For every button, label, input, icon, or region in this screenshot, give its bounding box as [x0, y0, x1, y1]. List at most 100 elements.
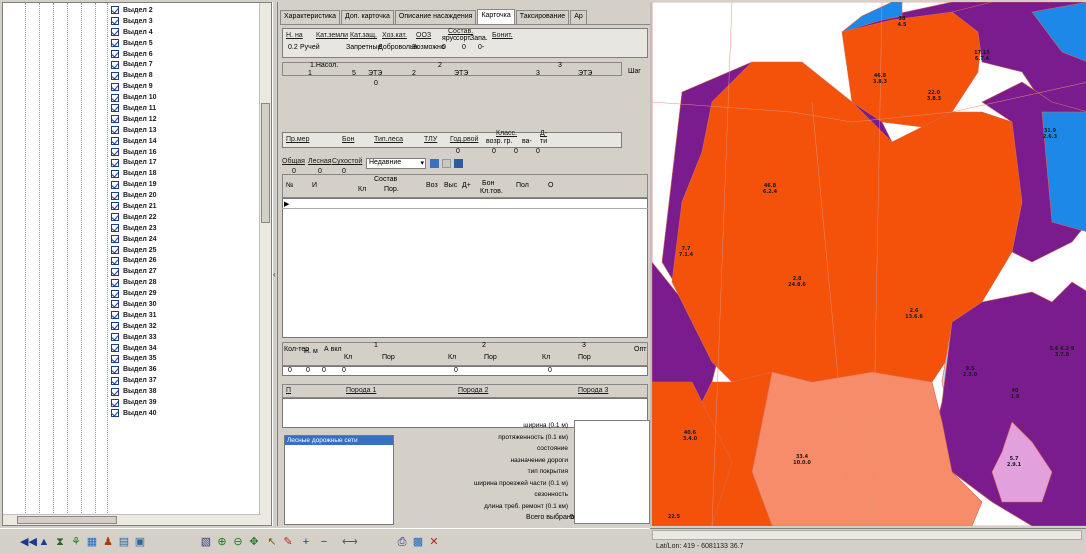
checkbox-icon[interactable] — [111, 60, 119, 69]
tree-item[interactable]: Выдел 37 — [111, 375, 157, 386]
checkbox-icon[interactable] — [111, 28, 119, 37]
checkbox-icon[interactable] — [111, 333, 119, 342]
tree-item[interactable]: Выдел 24 — [111, 234, 157, 245]
forest-map[interactable]: 384.517.156.7.446.83.8.322.03.8.331.92.6… — [652, 2, 1086, 526]
tree-item[interactable]: Выдел 26 — [111, 255, 157, 266]
tree-item[interactable]: Выдел 4 — [111, 27, 157, 38]
tree-item[interactable]: Выдел 36 — [111, 364, 157, 375]
map-horizontal-scrollbar[interactable] — [652, 530, 1082, 540]
tab-card[interactable]: Карточка — [477, 9, 515, 24]
tree-item[interactable]: Выдел 25 — [111, 245, 157, 256]
checkbox-icon[interactable] — [111, 104, 119, 113]
link-year[interactable]: Год.рвой — [450, 136, 479, 143]
tree-item[interactable]: Выдел 38 — [111, 386, 157, 397]
checkbox-icon[interactable] — [111, 246, 119, 255]
tab-taxation[interactable]: Таксирование — [515, 10, 570, 24]
link-bonitet[interactable]: Бонит. — [492, 32, 513, 39]
checkbox-icon[interactable] — [111, 39, 119, 48]
link-bon[interactable]: Бон — [342, 136, 355, 143]
tiers-grid-row[interactable] — [282, 366, 648, 376]
checkbox-icon[interactable] — [111, 158, 119, 167]
copy-icon[interactable] — [430, 159, 439, 168]
checkbox-icon[interactable] — [111, 300, 119, 309]
tree-item[interactable]: Выдел 22 — [111, 212, 157, 223]
tree-item[interactable]: Выдел 12 — [111, 114, 157, 125]
tree-item[interactable]: Выдел 27 — [111, 266, 157, 277]
checkbox-icon[interactable] — [111, 17, 119, 26]
tree-item[interactable]: Выдел 20 — [111, 190, 157, 201]
checkbox-icon[interactable] — [111, 311, 119, 320]
link-economic-category[interactable]: Хоз.кат. — [382, 32, 407, 39]
tree-item[interactable]: Выдел 31 — [111, 310, 157, 321]
checkbox-icon[interactable] — [111, 6, 119, 15]
tree-horizontal-scrollbar[interactable] — [3, 514, 261, 525]
link-ooz[interactable]: ООЗ — [416, 32, 432, 39]
link-total[interactable]: Общая — [282, 158, 305, 165]
parcel-blue-northeast[interactable] — [1031, 2, 1086, 62]
table-view-icon[interactable] — [454, 159, 463, 168]
parcel-pink[interactable] — [991, 421, 1053, 503]
link-forest-type[interactable]: Тип.леса — [374, 136, 403, 143]
pan-icon[interactable]: ✥ — [249, 536, 259, 548]
tree-item[interactable]: Выдел 11 — [111, 103, 157, 114]
paste-icon[interactable] — [442, 159, 451, 168]
link-sample[interactable]: Пр.мер — [286, 136, 310, 143]
layers-icon[interactable]: ▤ — [118, 536, 130, 548]
checkbox-icon[interactable] — [111, 126, 119, 135]
tree-item[interactable]: Выдел 23 — [111, 223, 157, 234]
link-deadwood[interactable]: Сухостой — [332, 158, 363, 165]
tree-item[interactable]: Выдел 5 — [111, 38, 157, 49]
tree-item[interactable]: Выдел 32 — [111, 321, 157, 332]
col-p[interactable]: П — [286, 387, 292, 394]
col-species-2[interactable]: Порода 2 — [458, 387, 489, 394]
link-tlu[interactable]: ТЛУ — [424, 136, 438, 143]
table-icon[interactable]: ▦ — [86, 536, 98, 548]
grid-icon[interactable]: ▣ — [134, 536, 146, 548]
tree-icon[interactable]: ⚘ — [71, 536, 81, 548]
parcel-blue-top[interactable] — [841, 2, 903, 33]
checkbox-icon[interactable] — [111, 365, 119, 374]
print-icon[interactable]: ⎙ — [397, 536, 407, 548]
person-icon[interactable]: ♟ — [103, 536, 113, 548]
link-composition[interactable]: Состав. — [448, 28, 474, 35]
checkbox-icon[interactable] — [111, 50, 119, 58]
checkbox-icon[interactable] — [111, 376, 119, 385]
checkbox-icon[interactable] — [111, 344, 119, 353]
tree-item[interactable]: Выдел 8 — [111, 70, 157, 81]
checkbox-icon[interactable] — [111, 387, 119, 396]
checkbox-icon[interactable] — [111, 278, 119, 287]
checkbox-icon[interactable] — [111, 82, 119, 91]
tree-item[interactable]: Выдел 28 — [111, 277, 157, 288]
listbox-item-selected[interactable]: Лесные дорожные сети — [285, 436, 393, 445]
checkbox-icon[interactable] — [111, 267, 119, 276]
recent-select[interactable]: Недавние ▾ — [366, 158, 426, 169]
tab-ar[interactable]: Ар — [570, 10, 587, 24]
zoom-in-icon[interactable]: ⊕ — [217, 536, 227, 548]
checkbox-icon[interactable] — [111, 256, 119, 265]
tab-extra-card[interactable]: Доп. карточка — [341, 10, 394, 24]
delete-icon[interactable]: − — [320, 536, 328, 548]
tree-item[interactable]: Выдел 10 — [111, 92, 157, 103]
tree-item[interactable]: Выдел 17 — [111, 157, 157, 168]
link-land-category[interactable]: Кат.земли — [316, 32, 349, 39]
tree-item[interactable]: Выдел 18 — [111, 168, 157, 179]
edit-icon[interactable]: ✎ — [283, 536, 293, 548]
add-icon[interactable]: + — [302, 536, 310, 548]
checkbox-icon[interactable] — [111, 409, 119, 418]
tree-item[interactable]: Выдел 13 — [111, 125, 157, 136]
checkbox-icon[interactable] — [111, 71, 119, 80]
checkbox-icon[interactable] — [111, 180, 119, 189]
panel-splitter[interactable]: ‹ — [272, 2, 278, 526]
tree-item[interactable]: Выдел 14 — [111, 136, 157, 147]
tree-item[interactable]: Выдел 9 — [111, 81, 157, 92]
select-icon[interactable]: ↖ — [267, 536, 277, 548]
col-species-3[interactable]: Порода 3 — [578, 387, 609, 394]
checkbox-icon[interactable] — [111, 137, 119, 146]
checkbox-icon[interactable] — [111, 191, 119, 200]
link-forest[interactable]: Лесная — [308, 158, 332, 165]
tab-characteristics[interactable]: Характеристика — [280, 10, 341, 24]
checkbox-icon[interactable] — [111, 213, 119, 222]
close-icon[interactable]: ✕ — [429, 536, 439, 548]
tree-item[interactable]: Выдел 35 — [111, 354, 157, 365]
checkbox-icon[interactable] — [111, 202, 119, 211]
